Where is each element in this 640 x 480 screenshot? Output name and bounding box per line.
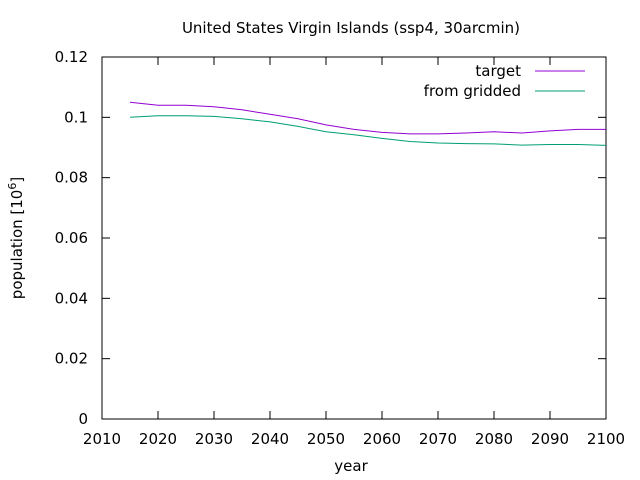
x-tick-label: 2080: [475, 430, 513, 448]
x-axis: 2010 2020 2030 2040 2050 2060 2070 2080 2090 2100: [83, 57, 625, 448]
y-axis-label-close: ]: [8, 177, 26, 183]
y-tick-label: 0: [78, 410, 88, 428]
x-tick-label: 2050: [307, 430, 345, 448]
x-axis-label: year: [334, 457, 368, 475]
x-tick-label: 2010: [83, 430, 121, 448]
y-tick-label: 0.08: [55, 169, 88, 187]
x-tick-label: 2090: [531, 430, 569, 448]
x-tick-label: 2100: [587, 430, 625, 448]
chart-title: United States Virgin Islands (ssp4, 30ar…: [182, 19, 520, 37]
x-tick-label: 2020: [139, 430, 177, 448]
x-tick-label: 2040: [251, 430, 289, 448]
plot-area-border: [101, 56, 607, 420]
series-lines: [129, 101, 607, 146]
y-tick-label: 0.04: [55, 289, 88, 307]
y-tick-label: 0.1: [64, 108, 88, 126]
x-tick-label: 2070: [419, 430, 457, 448]
legend-label: target: [475, 62, 521, 80]
y-tick-label: 0.06: [55, 229, 88, 247]
legend-label: from gridded: [424, 82, 521, 100]
series-line-0: [129, 101, 606, 135]
series-line-1: [129, 115, 607, 146]
y-axis-label: population [106]: [6, 177, 26, 299]
y-axis: 0 0.02 0.04 0.06 0.08 0.1 0.12: [55, 48, 606, 428]
y-tick-label: 0.12: [55, 48, 88, 66]
x-tick-label: 2060: [363, 430, 401, 448]
x-tick-label: 2030: [195, 430, 233, 448]
legend: target from gridded: [424, 62, 585, 100]
y-tick-label: 0.02: [55, 350, 88, 368]
y-axis-label-main: population [10: [8, 190, 26, 300]
y-axis-label-exponent: 6: [6, 183, 19, 190]
